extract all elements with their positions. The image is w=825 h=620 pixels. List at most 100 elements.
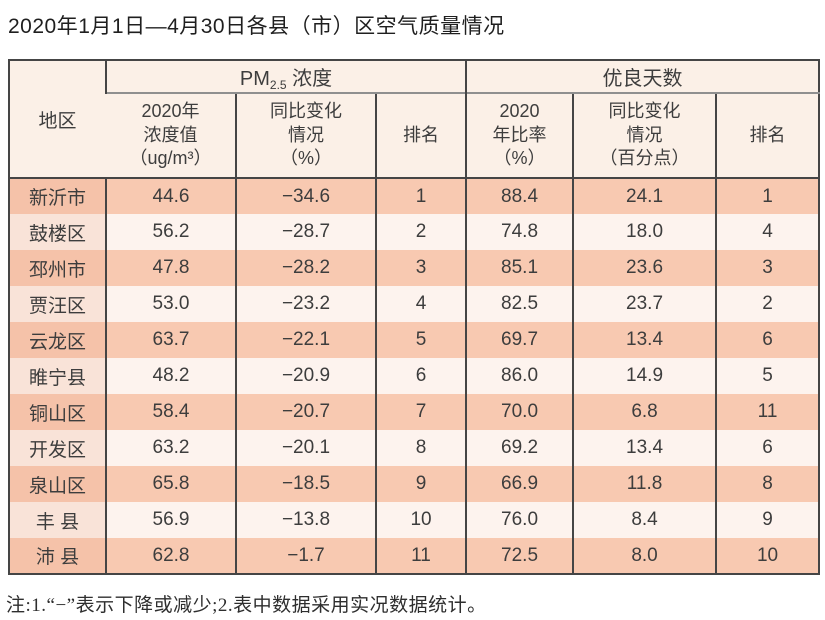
pm-value-cell: 65.8 [105,466,236,502]
table-header: 地区 PM2.5 浓度 优良天数 2020年 浓度值 （ug/m³） 同比变化 … [9,60,820,178]
pm-rank-cell: 11 [374,538,467,574]
good-change-cell: 13.4 [572,322,717,358]
table-body: 新沂市 44.6 −34.6 1 88.4 24.1 1 鼓楼区 56.2 −28.7 2 74.8 1… [9,178,820,574]
pm-value-cell: 63.7 [105,322,236,358]
pm-change-cell: −22.1 [235,322,376,358]
good-rank-cell: 8 [715,466,820,502]
pm-rank-cell: 1 [374,178,467,214]
pm-value-cell: 53.0 [105,286,236,322]
header-pm-rank: 排名 [374,92,467,178]
good-rank-cell: 5 [715,358,820,394]
pm-value-cell: 56.9 [105,502,236,538]
pm-rank-cell: 10 [374,502,467,538]
pm-value-cell: 62.8 [105,538,236,574]
pm-change-cell: −20.9 [235,358,376,394]
pm-change-cell: −28.7 [235,214,376,250]
good-ratio-cell: 66.9 [465,466,574,502]
pm-rank-cell: 8 [374,430,467,466]
header-good-ratio: 2020 年比率 （%） [465,92,574,178]
region-cell: 铜山区 [9,394,106,430]
pm-label-subscript: 2.5 [269,77,287,92]
good-change-cell: 8.0 [572,538,717,574]
good-change-cell: 13.4 [572,430,717,466]
good-rank-cell: 10 [715,538,820,574]
good-change-cell: 6.8 [572,394,717,430]
table-row: 铜山区 58.4 −20.7 7 70.0 6.8 11 [9,394,820,430]
pm-change-cell: −34.6 [235,178,376,214]
region-cell: 沛 县 [9,538,106,574]
pm-rank-cell: 6 [374,358,467,394]
pm-change-cell: −20.7 [235,394,376,430]
table-row: 贾汪区 53.0 −23.2 4 82.5 23.7 2 [9,286,820,322]
good-change-cell: 14.9 [572,358,717,394]
good-ratio-cell: 70.0 [465,394,574,430]
header-pm-change: 同比变化 情况 （%） [235,92,376,178]
pm-rank-cell: 5 [374,322,467,358]
table-row: 开发区 63.2 −20.1 8 69.2 13.4 6 [9,430,820,466]
region-cell: 睢宁县 [9,358,106,394]
region-cell: 贾汪区 [9,286,106,322]
pm-value-cell: 63.2 [105,430,236,466]
header-region: 地区 [38,110,77,132]
good-rank-cell: 2 [715,286,820,322]
pm-value-cell: 48.2 [105,358,236,394]
header-pm-group: PM2.5 浓度 [104,60,467,93]
good-change-cell: 11.8 [572,466,717,502]
good-ratio-cell: 74.8 [465,214,574,250]
pm-value-cell: 56.2 [105,214,236,250]
good-ratio-cell: 69.7 [465,322,574,358]
good-ratio-cell: 72.5 [465,538,574,574]
pm-value-cell: 58.4 [105,394,236,430]
pm-change-cell: −28.2 [235,250,376,286]
header-good-days-group: 优良天数 [465,60,820,93]
header-group-row: 地区 PM2.5 浓度 优良天数 [9,60,820,132]
good-ratio-cell: 85.1 [465,250,574,286]
region-cell: 泉山区 [9,466,106,502]
pm-change-cell: −18.5 [235,466,376,502]
good-change-cell: 23.7 [572,286,717,322]
pm-change-cell: −13.8 [235,502,376,538]
region-cell: 开发区 [9,430,106,466]
table-row: 邳州市 47.8 −28.2 3 85.1 23.6 3 [9,250,820,286]
header-sub-row: 2020年 浓度值 （ug/m³） 同比变化 情况 （%） 排名 2020 年比… [9,92,820,178]
good-rank-cell: 11 [715,394,820,430]
region-cell: 鼓楼区 [9,214,106,250]
good-change-cell: 23.6 [572,250,717,286]
header-pm-value: 2020年 浓度值 （ug/m³） [106,92,236,178]
pm-change-cell: −20.1 [235,430,376,466]
good-rank-cell: 4 [715,214,820,250]
good-ratio-cell: 76.0 [465,502,574,538]
header-good-rank: 排名 [715,92,820,178]
table-row: 睢宁县 48.2 −20.9 6 86.0 14.9 5 [9,358,820,394]
table-row: 泉山区 65.8 −18.5 9 66.9 11.8 8 [9,466,820,502]
table-row: 沛 县 62.8 −1.7 11 72.5 8.0 10 [9,538,820,574]
good-ratio-cell: 69.2 [465,430,574,466]
good-change-cell: 24.1 [572,178,717,214]
table-row: 新沂市 44.6 −34.6 1 88.4 24.1 1 [9,178,820,214]
good-change-cell: 18.0 [572,214,717,250]
region-cell: 邳州市 [9,250,106,286]
good-ratio-cell: 82.5 [465,286,574,322]
pm-change-cell: −1.7 [235,538,376,574]
region-cell: 新沂市 [9,178,106,214]
pm-rank-cell: 4 [374,286,467,322]
pm-rank-cell: 3 [374,250,467,286]
pm-label-suffix: 浓度 [286,67,333,90]
page-title: 2020年1月1日—4月30日各县（市）区空气质量情况 [8,15,505,38]
pm-value-cell: 47.8 [105,250,236,286]
good-rank-cell: 6 [715,430,820,466]
pm-rank-cell: 2 [374,214,467,250]
good-rank-cell: 3 [715,250,820,286]
pm-label-prefix: PM [239,67,270,90]
pm-value-cell: 44.6 [105,178,236,214]
air-quality-table: 地区 PM2.5 浓度 优良天数 2020年 浓度值 （ug/m³） 同比变化 … [8,59,821,575]
good-rank-cell: 1 [715,178,820,214]
header-good-change: 同比变化 情况 （百分点） [572,92,717,178]
good-change-cell: 8.4 [572,502,717,538]
table-row: 云龙区 63.7 −22.1 5 69.7 13.4 6 [9,322,820,358]
good-ratio-cell: 86.0 [465,358,574,394]
table-row: 丰 县 56.9 −13.8 10 76.0 8.4 9 [9,502,820,538]
region-cell: 丰 县 [9,502,106,538]
table-row: 鼓楼区 56.2 −28.7 2 74.8 18.0 4 [9,214,820,250]
region-cell: 云龙区 [9,322,106,358]
